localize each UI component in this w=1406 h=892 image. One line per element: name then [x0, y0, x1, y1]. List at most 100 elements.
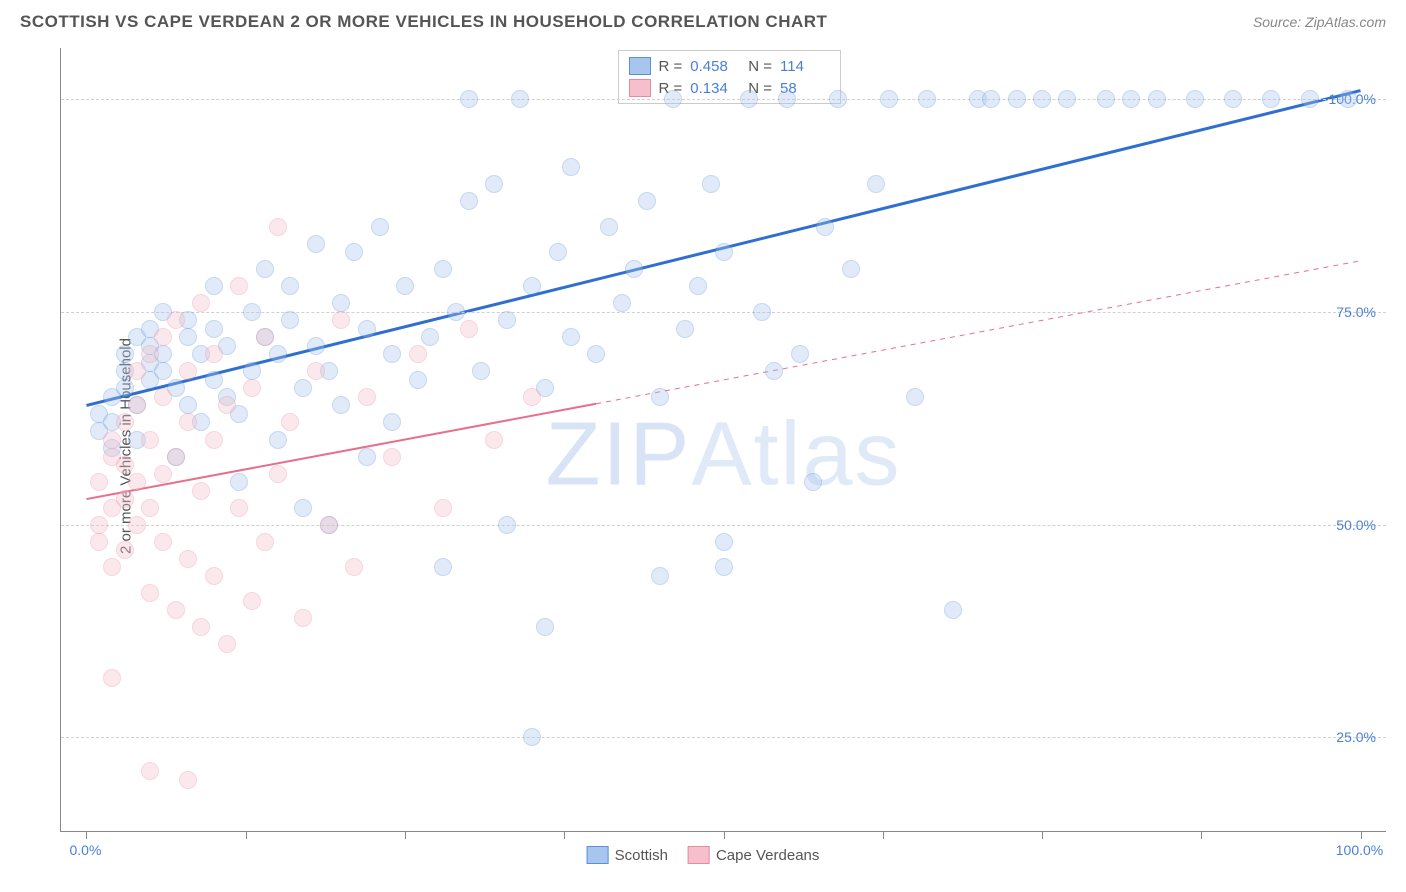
data-point	[816, 218, 834, 236]
correlation-legend-row: R =0.458N =114	[629, 55, 831, 77]
x-tick	[1201, 831, 1202, 839]
data-point	[613, 294, 631, 312]
x-tick	[564, 831, 565, 839]
data-point	[103, 669, 121, 687]
data-point	[600, 218, 618, 236]
data-point	[281, 277, 299, 295]
data-point	[867, 175, 885, 193]
data-point	[409, 345, 427, 363]
data-point	[230, 499, 248, 517]
data-point	[982, 90, 1000, 108]
data-point	[205, 431, 223, 449]
data-point	[116, 456, 134, 474]
legend-label: Cape Verdeans	[716, 847, 819, 864]
data-point	[167, 601, 185, 619]
data-point	[1301, 90, 1319, 108]
data-point	[880, 90, 898, 108]
data-point	[906, 388, 924, 406]
data-point	[141, 762, 159, 780]
y-tick-label: 50.0%	[1336, 517, 1376, 533]
data-point	[715, 533, 733, 551]
data-point	[307, 235, 325, 253]
data-point	[154, 328, 172, 346]
data-point	[498, 311, 516, 329]
data-point	[90, 473, 108, 491]
data-point	[128, 396, 146, 414]
data-point	[116, 413, 134, 431]
data-point	[358, 388, 376, 406]
source-attribution: Source: ZipAtlas.com	[1253, 14, 1386, 30]
data-point	[205, 345, 223, 363]
data-point	[1262, 90, 1280, 108]
data-point	[434, 260, 452, 278]
legend-label: Scottish	[615, 847, 668, 864]
data-point	[205, 277, 223, 295]
x-tick	[86, 831, 87, 839]
data-point	[651, 388, 669, 406]
gridline	[61, 737, 1386, 738]
data-point	[243, 592, 261, 610]
data-point	[918, 90, 936, 108]
data-point	[549, 243, 567, 261]
data-point	[753, 303, 771, 321]
data-point	[154, 465, 172, 483]
data-point	[90, 516, 108, 534]
data-point	[345, 243, 363, 261]
data-point	[243, 303, 261, 321]
data-point	[804, 473, 822, 491]
data-point	[485, 431, 503, 449]
data-point	[523, 277, 541, 295]
data-point	[90, 533, 108, 551]
data-point	[179, 413, 197, 431]
data-point	[192, 618, 210, 636]
data-point	[294, 609, 312, 627]
x-tick	[405, 831, 406, 839]
data-point	[358, 320, 376, 338]
data-point	[689, 277, 707, 295]
data-point	[179, 362, 197, 380]
data-point	[294, 379, 312, 397]
data-point	[230, 277, 248, 295]
data-point	[371, 218, 389, 236]
data-point	[116, 379, 134, 397]
data-point	[243, 362, 261, 380]
data-point	[1148, 90, 1166, 108]
data-point	[154, 362, 172, 380]
data-point	[562, 328, 580, 346]
data-point	[128, 516, 146, 534]
data-point	[383, 413, 401, 431]
r-value: 0.458	[690, 58, 740, 75]
n-value: 114	[780, 58, 830, 75]
data-point	[1122, 90, 1140, 108]
data-point	[141, 584, 159, 602]
data-point	[116, 490, 134, 508]
data-point	[460, 90, 478, 108]
data-point	[842, 260, 860, 278]
data-point	[307, 362, 325, 380]
data-point	[651, 567, 669, 585]
data-point	[1224, 90, 1242, 108]
data-point	[511, 90, 529, 108]
data-point	[1058, 90, 1076, 108]
data-point	[383, 448, 401, 466]
legend-swatch	[587, 846, 609, 864]
data-point	[409, 371, 427, 389]
data-point	[765, 362, 783, 380]
data-point	[434, 499, 452, 517]
data-point	[205, 371, 223, 389]
data-point	[205, 567, 223, 585]
data-point	[829, 90, 847, 108]
data-point	[625, 260, 643, 278]
data-point	[396, 277, 414, 295]
data-point	[256, 328, 274, 346]
data-point	[345, 558, 363, 576]
data-point	[281, 311, 299, 329]
data-point	[154, 388, 172, 406]
data-point	[460, 320, 478, 338]
data-point	[1339, 90, 1357, 108]
data-point	[778, 90, 796, 108]
data-point	[332, 396, 350, 414]
chart-plot-area: ZIPAtlas R =0.458N =114R =0.134N =58 25.…	[60, 48, 1386, 832]
x-tick	[1361, 831, 1362, 839]
data-point	[523, 388, 541, 406]
